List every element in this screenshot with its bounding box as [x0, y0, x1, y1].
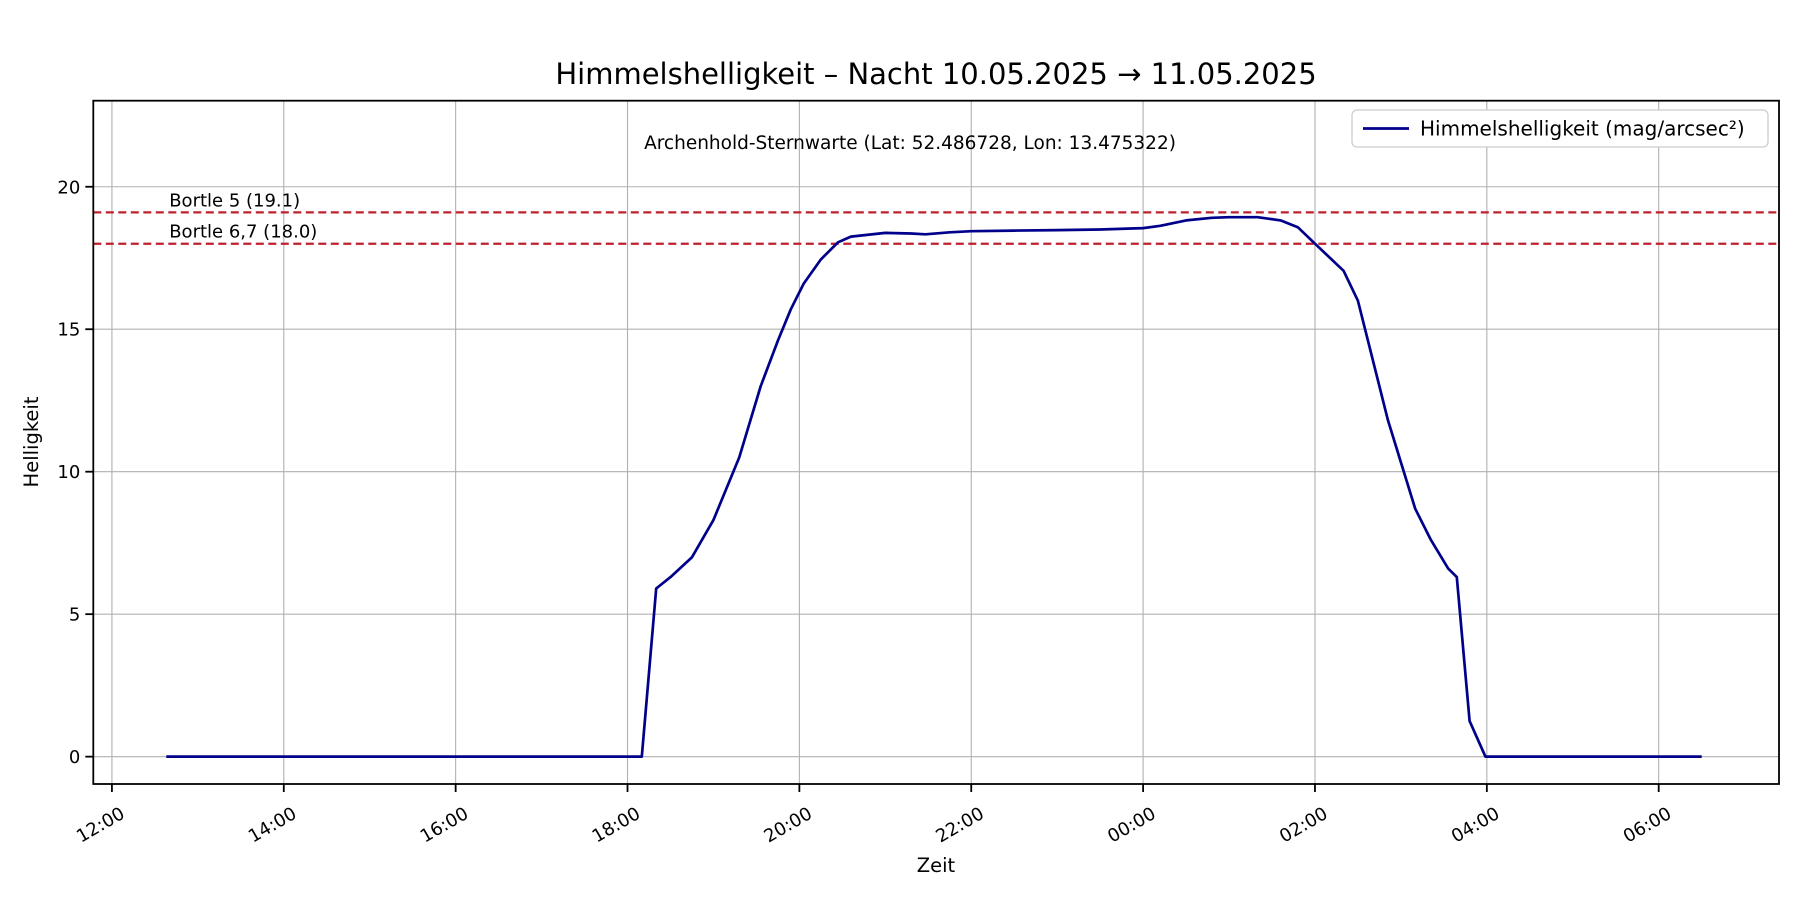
legend: Himmelshelligkeit (mag/arcsec²): [1351, 109, 1769, 148]
y-tick-label: 0: [69, 747, 80, 768]
tick-marks-and-labels: 12:00 14:00 16:00 18:00 20:00 22:00 00:00 02:00…: [57, 177, 1675, 847]
legend-label: Himmelshelligkeit (mag/arcsec²): [1420, 117, 1745, 141]
x-tick-label: 22:00: [932, 803, 987, 847]
plot-border: [92, 99, 1780, 785]
legend-box: [1351, 109, 1769, 148]
x-tick-label: 00:00: [1104, 803, 1159, 847]
x-tick-label: 06:00: [1620, 803, 1675, 847]
bortle-threshold-label: Bortle 6,7 (18.0): [169, 222, 317, 243]
chart-annotation: Archenhold-Sternwarte (Lat: 52.486728, L…: [644, 133, 1176, 154]
chart-title: Himmelshelligkeit – Nacht 10.05.2025 → 1…: [555, 57, 1316, 91]
x-tick-label: 02:00: [1276, 803, 1331, 847]
axes-frame: [92, 99, 1780, 785]
y-tick-label: 20: [57, 177, 80, 198]
y-axis-label: Helligkeit: [20, 396, 43, 487]
gridlines: [93, 100, 1779, 784]
bortle-reference-lines: Bortle 5 (19.1) Bortle 6,7 (18.0): [93, 190, 1779, 245]
x-tick-label: 04:00: [1448, 803, 1503, 847]
brightness-curve: [166, 215, 1702, 758]
x-tick-label: 12:00: [73, 803, 128, 847]
x-axis-label: Zeit: [917, 854, 956, 877]
y-tick-label: 5: [69, 605, 80, 626]
x-tick-label: 20:00: [760, 803, 815, 847]
x-tick-label: 16:00: [417, 803, 472, 847]
x-tick-label: 14:00: [245, 803, 300, 847]
x-tick-label: 18:00: [589, 803, 644, 847]
data-series: [166, 215, 1702, 758]
bortle-threshold-label: Bortle 5 (19.1): [169, 190, 300, 211]
y-tick-label: 10: [57, 462, 80, 483]
y-tick-label: 15: [57, 320, 80, 341]
